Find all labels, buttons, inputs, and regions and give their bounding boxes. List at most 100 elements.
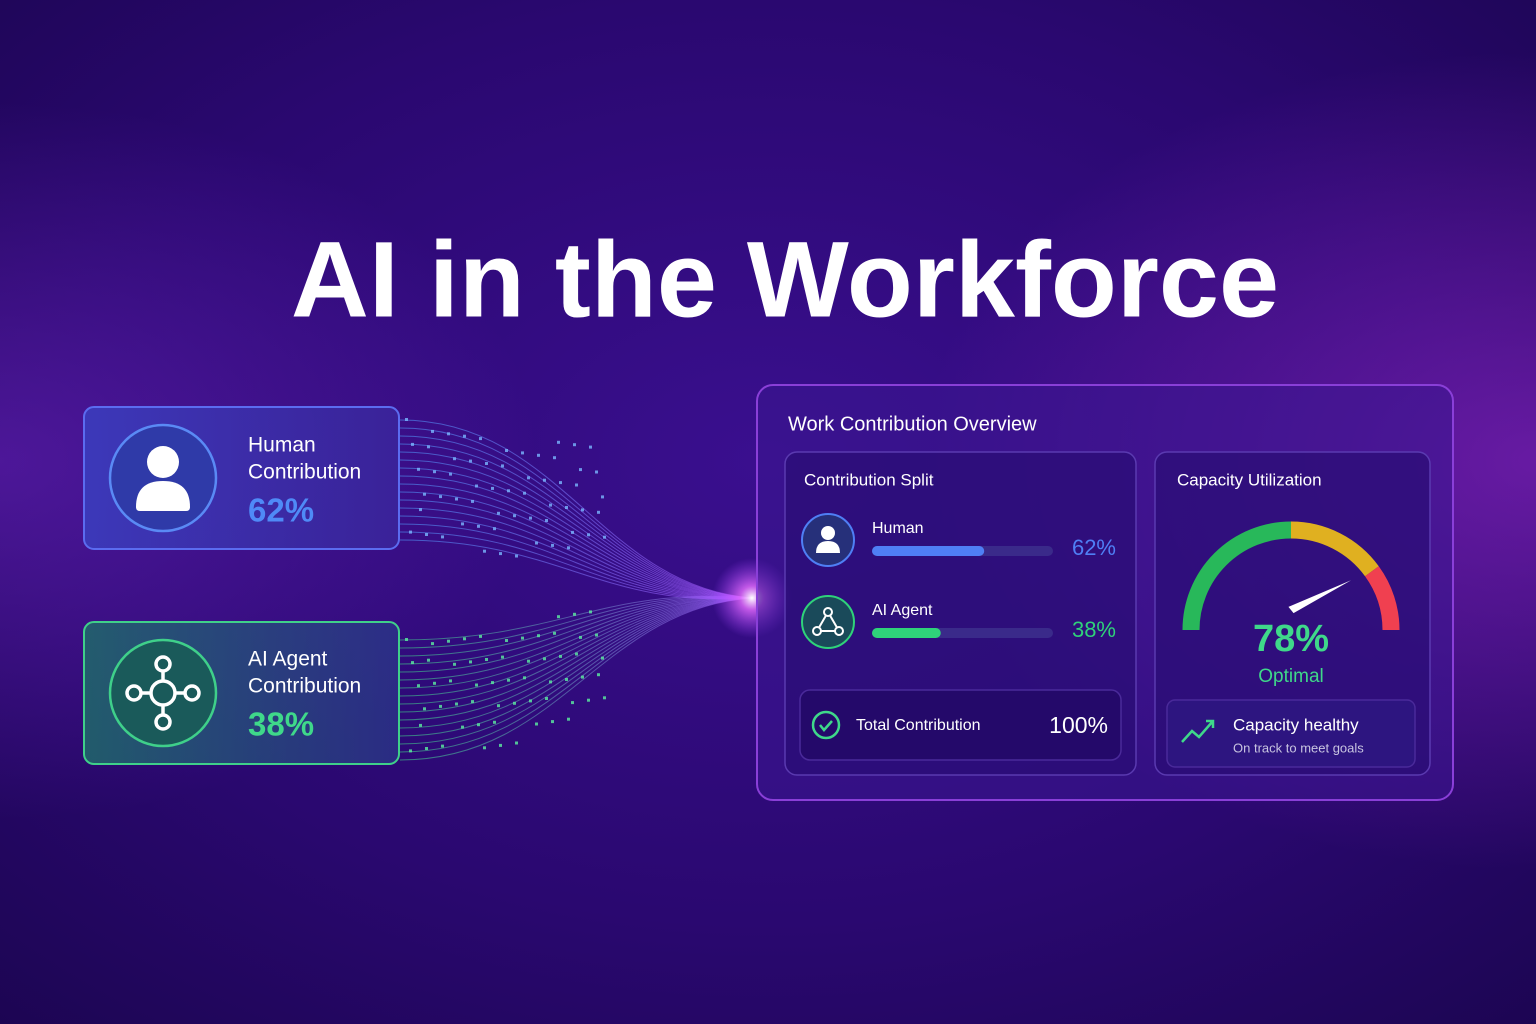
- flow-line: [399, 597, 753, 737]
- flow-dot: [543, 478, 546, 482]
- flow-line: [399, 597, 753, 753]
- total-label: Total Contribution: [856, 717, 981, 734]
- note-text: On track to meet goals: [1233, 740, 1364, 755]
- flow-dot: [513, 701, 516, 705]
- flow-dot: [537, 634, 540, 638]
- row-value: 62%: [1072, 535, 1116, 560]
- check-icon: [811, 710, 841, 740]
- flow-dot: [521, 451, 524, 455]
- flow-dot: [553, 631, 556, 635]
- flow-line: [399, 419, 753, 599]
- flow-dot: [411, 661, 414, 665]
- row-value: 38%: [1072, 617, 1116, 642]
- flow-dot: [453, 457, 456, 461]
- flow-dot: [545, 519, 548, 522]
- flow-line: [399, 597, 753, 673]
- flow-line: [399, 523, 753, 599]
- gauge-arc: [1290, 521, 1379, 577]
- flow-dot: [461, 522, 464, 526]
- row-icon: [801, 595, 855, 649]
- flow-line: [399, 451, 753, 599]
- flow-dot: [483, 746, 486, 750]
- flow-dot: [417, 467, 420, 471]
- flow-dot: [471, 700, 474, 704]
- flow-dot: [529, 699, 532, 703]
- note-box: [1166, 699, 1416, 768]
- ai-icon: [125, 655, 201, 731]
- flow-dot: [453, 662, 456, 666]
- flow-dot: [549, 503, 552, 507]
- flow-dot: [587, 533, 590, 537]
- gauge-arc: [1364, 566, 1400, 631]
- flow-dot: [497, 704, 500, 708]
- flow-dot: [589, 445, 592, 449]
- flow-dot: [441, 744, 444, 748]
- flow-dot: [427, 658, 430, 662]
- flow-dot: [523, 491, 526, 495]
- flow-dot: [483, 549, 486, 553]
- flow-line: [399, 427, 753, 599]
- flow-line: [399, 531, 753, 600]
- card-value: 38%: [248, 706, 314, 743]
- flow-dot: [419, 508, 422, 512]
- flow-dot: [477, 723, 480, 727]
- card-label: Contribution: [248, 461, 361, 484]
- panel-title: Work Contribution Overview: [788, 413, 1037, 435]
- flow-dot: [485, 658, 488, 661]
- flow-dot: [597, 510, 600, 514]
- flow-line: [399, 597, 753, 697]
- flow-dot: [601, 495, 604, 499]
- bar: [872, 628, 941, 638]
- flow-dot: [455, 497, 458, 501]
- flow-dot: [471, 499, 474, 503]
- flow-dot: [587, 698, 590, 702]
- capacity-value: 78%: [1253, 618, 1329, 660]
- flow-dot: [431, 642, 434, 646]
- flow-dot: [441, 535, 444, 539]
- flow-dot: [553, 456, 556, 460]
- flow-dot: [523, 676, 526, 680]
- flow-dot: [513, 514, 516, 518]
- row-icon: [816, 541, 840, 553]
- flow-dot: [505, 639, 508, 642]
- flow-dot: [551, 720, 554, 724]
- flow-line: [399, 475, 753, 599]
- note-title: Capacity healthy: [1233, 715, 1359, 734]
- card-value: 62%: [248, 492, 314, 529]
- flow-dot: [515, 741, 518, 745]
- flow-line: [399, 597, 753, 705]
- flow-line: [399, 507, 753, 599]
- row-name: Human: [872, 520, 924, 537]
- flow-dot: [529, 516, 532, 520]
- flow-line: [399, 597, 753, 745]
- flow-dot: [475, 484, 478, 488]
- flow-line: [399, 491, 753, 599]
- flow-dot: [479, 634, 482, 638]
- flow-line: [399, 597, 753, 729]
- flow-dot: [493, 527, 496, 531]
- flow-dot: [575, 483, 578, 487]
- flow-dot: [515, 554, 518, 558]
- flow-dot: [427, 445, 430, 449]
- card-label: Contribution: [248, 675, 361, 698]
- gauge-needle: [1288, 580, 1352, 614]
- capacity-status: Optimal: [1258, 666, 1323, 687]
- flow-line: [399, 483, 753, 599]
- flow-line: [399, 467, 753, 599]
- flow-dot: [463, 434, 466, 438]
- flow-dot: [579, 635, 582, 639]
- flow-dot: [565, 678, 568, 681]
- flow-dot: [491, 486, 494, 490]
- flow-dot: [535, 722, 538, 726]
- flow-dot: [521, 636, 524, 640]
- flow-dot: [409, 530, 412, 534]
- flow-dot: [455, 702, 458, 706]
- flow-dot: [405, 638, 408, 641]
- row-icon: [823, 607, 833, 617]
- flow-dot: [449, 472, 452, 476]
- flow-dot: [559, 481, 562, 485]
- flow-dot: [551, 543, 554, 547]
- split-rows: Human 62% AI Agent 38%: [801, 513, 1116, 649]
- flow-dot: [485, 462, 488, 465]
